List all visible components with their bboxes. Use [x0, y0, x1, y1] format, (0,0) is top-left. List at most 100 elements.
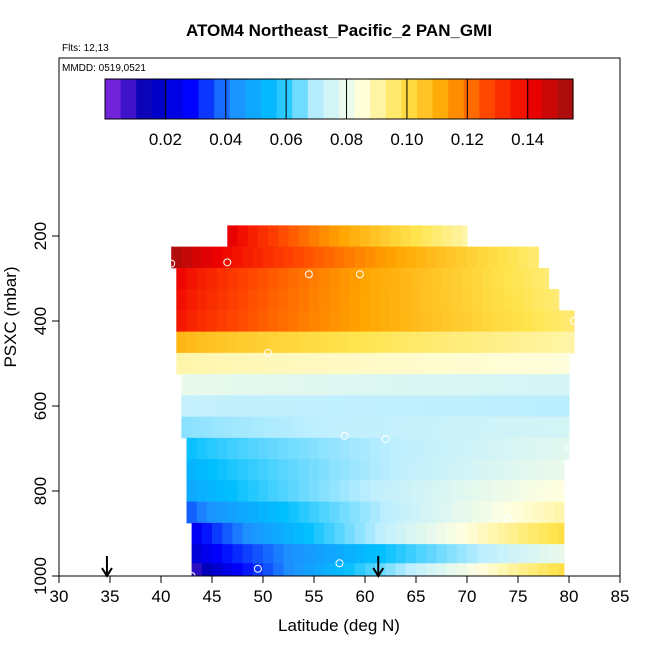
- heatmap-cell: [543, 331, 555, 354]
- sample-circle: [503, 514, 512, 523]
- colorbar-segment: [105, 79, 122, 119]
- heatmap-cell: [344, 563, 356, 577]
- heatmap-cell: [181, 374, 193, 396]
- heatmap-cell: [472, 480, 483, 503]
- heatmap-cell: [217, 437, 228, 460]
- heatmap-cell: [421, 310, 432, 333]
- heatmap-cell: [446, 416, 458, 439]
- heatmap-cell: [441, 501, 453, 524]
- heatmap-cell: [324, 544, 335, 564]
- heatmap-cell: [441, 267, 453, 290]
- colorbar-segment: [183, 79, 200, 119]
- heatmap-cell: [487, 246, 499, 269]
- heatmap-cell: [446, 246, 458, 269]
- heatmap-cell: [451, 225, 463, 248]
- heatmap-cell: [324, 246, 335, 269]
- heatmap-cell: [456, 246, 468, 269]
- heatmap-cell: [461, 310, 473, 333]
- heatmap-cell: [375, 563, 386, 577]
- heatmap-cell: [324, 416, 335, 439]
- heatmap-cell: [472, 459, 483, 481]
- heatmap-cell: [283, 395, 295, 418]
- heatmap-cell: [477, 374, 488, 396]
- heatmap-cell: [263, 374, 274, 396]
- heatmap-cell: [502, 437, 514, 460]
- heatmap-cell: [359, 225, 371, 248]
- heatmap-cell: [482, 310, 493, 333]
- heatmap-cell: [472, 331, 483, 354]
- heatmap-cell: [252, 395, 264, 418]
- heatmap-cell: [523, 437, 534, 460]
- heatmap-cell: [512, 437, 524, 460]
- y-tick-label: 1000: [31, 557, 50, 595]
- heatmap-cell: [247, 289, 259, 311]
- x-tick-label: 30: [50, 587, 69, 606]
- heatmap-cell: [451, 480, 463, 503]
- heatmap-cell: [308, 225, 320, 248]
- heatmap-cell: [518, 563, 529, 577]
- heatmap-cell: [405, 563, 417, 577]
- x-tick-label: 85: [611, 587, 630, 606]
- heatmap-cell: [538, 374, 550, 396]
- colorbar-segment: [479, 79, 496, 119]
- heatmap-cell: [339, 501, 351, 524]
- heatmap-cell: [242, 563, 254, 577]
- heatmap-cell: [288, 225, 300, 248]
- heatmap-cell: [528, 544, 539, 564]
- heatmap-cell: [558, 522, 565, 545]
- heatmap-cell: [222, 395, 233, 418]
- heatmap-cell: [283, 544, 295, 564]
- colorbar-tick-label: 0.08: [330, 130, 363, 149]
- heatmap-cell: [181, 395, 193, 418]
- heatmap-cell: [308, 501, 320, 524]
- colorbar-segment: [401, 79, 418, 119]
- heatmap-cell: [293, 395, 305, 418]
- heatmap-cell: [324, 522, 335, 545]
- heatmap-cell: [339, 352, 351, 375]
- heatmap-cell: [507, 563, 519, 577]
- heatmap-cell: [528, 522, 539, 545]
- heatmap-cell: [196, 331, 208, 354]
- sample-circle: [264, 348, 273, 357]
- heatmap-cell: [421, 352, 432, 375]
- heatmap-cell: [278, 501, 289, 524]
- heatmap-cell: [303, 395, 315, 418]
- heatmap-cell: [344, 246, 356, 269]
- heatmap-cell: [212, 563, 223, 577]
- heatmap-cell: [370, 352, 381, 375]
- heatmap-cell: [359, 480, 371, 503]
- heatmap-cell: [405, 246, 417, 269]
- heatmap-cell: [487, 374, 499, 396]
- heatmap-cell: [354, 246, 366, 269]
- heatmap-cell: [339, 310, 351, 333]
- heatmap-cell: [181, 246, 193, 269]
- heatmap-cell: [507, 522, 519, 545]
- heatmap-cell: [512, 352, 524, 375]
- heatmap-cell: [308, 437, 320, 460]
- heatmap-cell: [268, 437, 279, 460]
- heatmap-cell: [518, 395, 529, 418]
- sample-circle: [340, 431, 349, 440]
- heatmap-cell: [436, 522, 448, 545]
- heatmap-cell: [395, 544, 407, 564]
- heatmap-cell: [232, 544, 244, 564]
- heatmap-cell: [472, 352, 483, 375]
- heatmap-cell: [380, 437, 391, 460]
- heatmap-cell: [319, 267, 330, 290]
- heatmap-cell: [467, 544, 478, 564]
- plot-frame: [58, 57, 621, 577]
- heatmap-cell: [410, 267, 422, 290]
- heatmap-cell: [268, 225, 279, 248]
- heatmap-cell: [416, 522, 427, 545]
- heatmap-cell: [390, 459, 402, 481]
- colorbar-segment: [136, 79, 153, 119]
- heatmap-cell: [446, 374, 458, 396]
- heatmap-cell: [472, 289, 483, 311]
- heatmap-cell: [523, 459, 534, 481]
- heatmap-cell: [518, 416, 529, 439]
- heatmap-cell: [273, 563, 284, 577]
- heatmap-cell: [512, 501, 524, 524]
- heatmap-cell: [196, 501, 208, 524]
- heatmap-cell: [201, 544, 213, 564]
